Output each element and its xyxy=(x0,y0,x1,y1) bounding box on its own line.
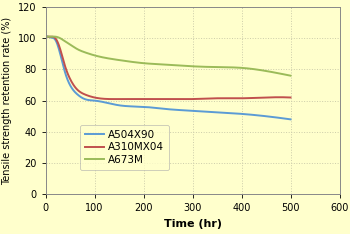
A504X90 xyxy=(245,113,249,116)
A673M xyxy=(288,74,293,77)
A310MX04 xyxy=(176,98,181,101)
A673M xyxy=(51,35,55,38)
A504X90 xyxy=(44,35,49,38)
A310MX04 xyxy=(49,35,54,38)
A673M xyxy=(160,63,164,66)
X-axis label: Time (hr): Time (hr) xyxy=(163,219,222,229)
A504X90 xyxy=(288,118,293,121)
A504X90 xyxy=(162,107,166,110)
A673M xyxy=(245,67,249,70)
A673M xyxy=(283,73,287,76)
A310MX04 xyxy=(284,96,288,99)
Line: A310MX04: A310MX04 xyxy=(46,37,290,99)
Y-axis label: Tensile strength retention rate (%): Tensile strength retention rate (%) xyxy=(2,17,12,185)
A673M xyxy=(176,64,181,67)
A504X90 xyxy=(43,35,48,38)
A673M xyxy=(43,35,48,38)
Legend: A504X90, A310MX04, A673M: A504X90, A310MX04, A673M xyxy=(80,125,169,170)
A504X90 xyxy=(160,107,164,110)
A310MX04 xyxy=(162,98,166,100)
A310MX04 xyxy=(181,98,186,101)
A504X90 xyxy=(190,109,194,112)
A673M xyxy=(162,63,166,66)
A504X90 xyxy=(176,109,181,111)
A310MX04 xyxy=(43,35,48,38)
A310MX04 xyxy=(160,98,164,100)
A673M xyxy=(190,65,194,68)
A310MX04 xyxy=(288,96,293,99)
Line: A504X90: A504X90 xyxy=(46,37,290,119)
A504X90 xyxy=(283,117,287,120)
A310MX04 xyxy=(245,97,250,100)
A310MX04 xyxy=(190,98,194,100)
Line: A673M: A673M xyxy=(46,37,290,76)
